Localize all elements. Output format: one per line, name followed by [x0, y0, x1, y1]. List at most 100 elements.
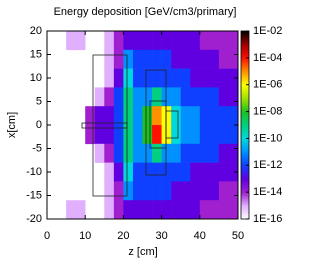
colorbar-segment [241, 205, 249, 207]
colorbar-segment [241, 129, 249, 131]
chart-title: Energy deposition [GeV/cm3/primary] [54, 6, 237, 18]
colorbar-segment [241, 157, 249, 159]
y-tick-label: 20 [30, 25, 42, 37]
heatmap-cell [114, 200, 124, 219]
colorbar-segment [241, 121, 249, 123]
heatmap-cell [171, 144, 181, 163]
heatmap-cell [143, 106, 153, 125]
colorbar-segment [241, 73, 249, 75]
colorbar-segment [241, 179, 249, 181]
colorbar-segment [241, 99, 249, 101]
heatmap-cell [152, 200, 162, 219]
colorbar-segment [241, 71, 249, 73]
colorbar-segment [241, 53, 249, 55]
y-tick-label: -5 [32, 142, 42, 154]
colorbar-segment [241, 215, 249, 217]
heatmap-cell [162, 106, 172, 125]
heatmap-cell [171, 50, 181, 69]
colorbar-segment [241, 167, 249, 169]
colorbar-segment [241, 33, 249, 35]
heatmap-cell [152, 106, 162, 125]
heatmap [66, 31, 238, 219]
heatmap-cell [133, 50, 143, 69]
heatmap-cell [228, 125, 238, 144]
heatmap-cell [162, 200, 172, 219]
heatmap-cell [190, 50, 200, 69]
colorbar-segment [241, 189, 249, 191]
colorbar-segment [241, 67, 249, 69]
heatmap-cell [190, 125, 200, 144]
heatmap-cell [209, 50, 219, 69]
heatmap-cell [171, 200, 181, 219]
heatmap-cell [219, 200, 229, 219]
colorbar-segment [241, 89, 249, 91]
heatmap-cell [200, 163, 210, 182]
heatmap-cell [123, 200, 133, 219]
heatmap-cell [133, 163, 143, 182]
heatmap-cell [162, 69, 172, 88]
colorbar-segment [241, 79, 249, 81]
x-tick-label: 50 [232, 230, 244, 242]
heatmap-cell [171, 87, 181, 106]
colorbar-segment [241, 197, 249, 199]
colorbar-segment [241, 123, 249, 125]
colorbar-segment [241, 201, 249, 203]
colorbar-segment [241, 177, 249, 179]
y-tick-label: 10 [30, 72, 42, 84]
colorbar-segment [241, 107, 249, 109]
heatmap-cell [200, 144, 210, 163]
colorbar-tick-label: 1E-16 [253, 213, 282, 225]
heatmap-cell [162, 163, 172, 182]
colorbar-segment [241, 169, 249, 171]
heatmap-cell [104, 69, 114, 88]
heatmap-cell [152, 181, 162, 200]
heatmap-cell [219, 163, 229, 182]
colorbar-segment [241, 109, 249, 111]
colorbar-segment [241, 51, 249, 53]
colorbar-segment [241, 93, 249, 95]
heatmap-cell [219, 125, 229, 144]
colorbar-segment [241, 193, 249, 195]
colorbar-segment [241, 171, 249, 173]
heatmap-cell [219, 87, 229, 106]
colorbar-segment [241, 43, 249, 45]
heatmap-cell [209, 31, 219, 50]
heatmap-cell [181, 181, 191, 200]
colorbar-segment [241, 81, 249, 83]
heatmap-cell [228, 181, 238, 200]
heatmap-cell [143, 31, 153, 50]
y-tick-label: 5 [36, 95, 42, 107]
heatmap-cell [190, 181, 200, 200]
colorbar-segment [241, 139, 249, 141]
heatmap-cell [143, 144, 153, 163]
heatmap-cell [133, 125, 143, 144]
heatmap-cell [123, 87, 133, 106]
colorbar-segment [241, 61, 249, 63]
heatmap-cell [200, 106, 210, 125]
heatmap-cell [190, 87, 200, 106]
colorbar-segment [241, 135, 249, 137]
heatmap-cell [200, 125, 210, 144]
colorbar-segment [241, 155, 249, 157]
heatmap-cell [219, 31, 229, 50]
heatmap-cell [104, 50, 114, 69]
colorbar-segment [241, 55, 249, 57]
heatmap-cell [181, 106, 191, 125]
heatmap-cell [104, 181, 114, 200]
colorbar-segment [241, 147, 249, 149]
heatmap-cell [162, 125, 172, 144]
heatmap-cell [114, 163, 124, 182]
heatmap-cell [171, 125, 181, 144]
colorbar-segment [241, 85, 249, 87]
heatmap-cell [228, 144, 238, 163]
colorbar-segment [241, 91, 249, 93]
colorbar-segment [241, 203, 249, 205]
x-tick-label: 10 [79, 230, 91, 242]
heatmap-cell [200, 31, 210, 50]
colorbar-segment [241, 211, 249, 213]
colorbar-segment [241, 35, 249, 37]
heatmap-cell [133, 106, 143, 125]
heatmap-cell [228, 106, 238, 125]
heatmap-cell [95, 87, 105, 106]
heatmap-cell [209, 163, 219, 182]
